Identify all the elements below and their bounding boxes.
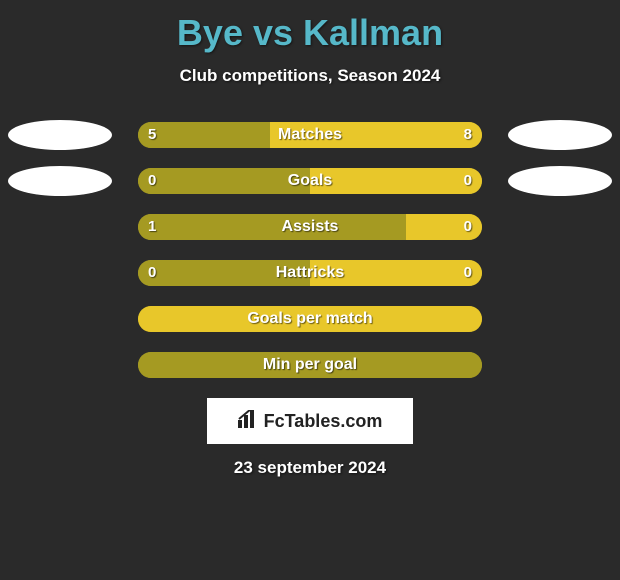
logo-text: FcTables.com <box>264 411 383 432</box>
stat-row: 00Goals <box>0 168 620 194</box>
stat-row: 10Assists <box>0 214 620 240</box>
logo: FcTables.com <box>238 410 383 433</box>
stat-label: Goals per match <box>0 306 620 332</box>
stat-label: Goals <box>0 168 620 194</box>
stat-row: Goals per match <box>0 306 620 332</box>
logo-box: FcTables.com <box>207 398 413 444</box>
stat-label: Matches <box>0 122 620 148</box>
bars-icon <box>238 410 260 433</box>
stat-row: 58Matches <box>0 122 620 148</box>
stat-label: Min per goal <box>0 352 620 378</box>
stat-row: Min per goal <box>0 352 620 378</box>
footer-date: 23 september 2024 <box>0 458 620 478</box>
stat-row: 00Hattricks <box>0 260 620 286</box>
page-title: Bye vs Kallman <box>0 0 620 54</box>
stats-container: 58Matches 00Goals 10Assists 00Hattricks Goal… <box>0 122 620 378</box>
stat-label: Hattricks <box>0 260 620 286</box>
page-subtitle: Club competitions, Season 2024 <box>0 66 620 86</box>
stat-label: Assists <box>0 214 620 240</box>
